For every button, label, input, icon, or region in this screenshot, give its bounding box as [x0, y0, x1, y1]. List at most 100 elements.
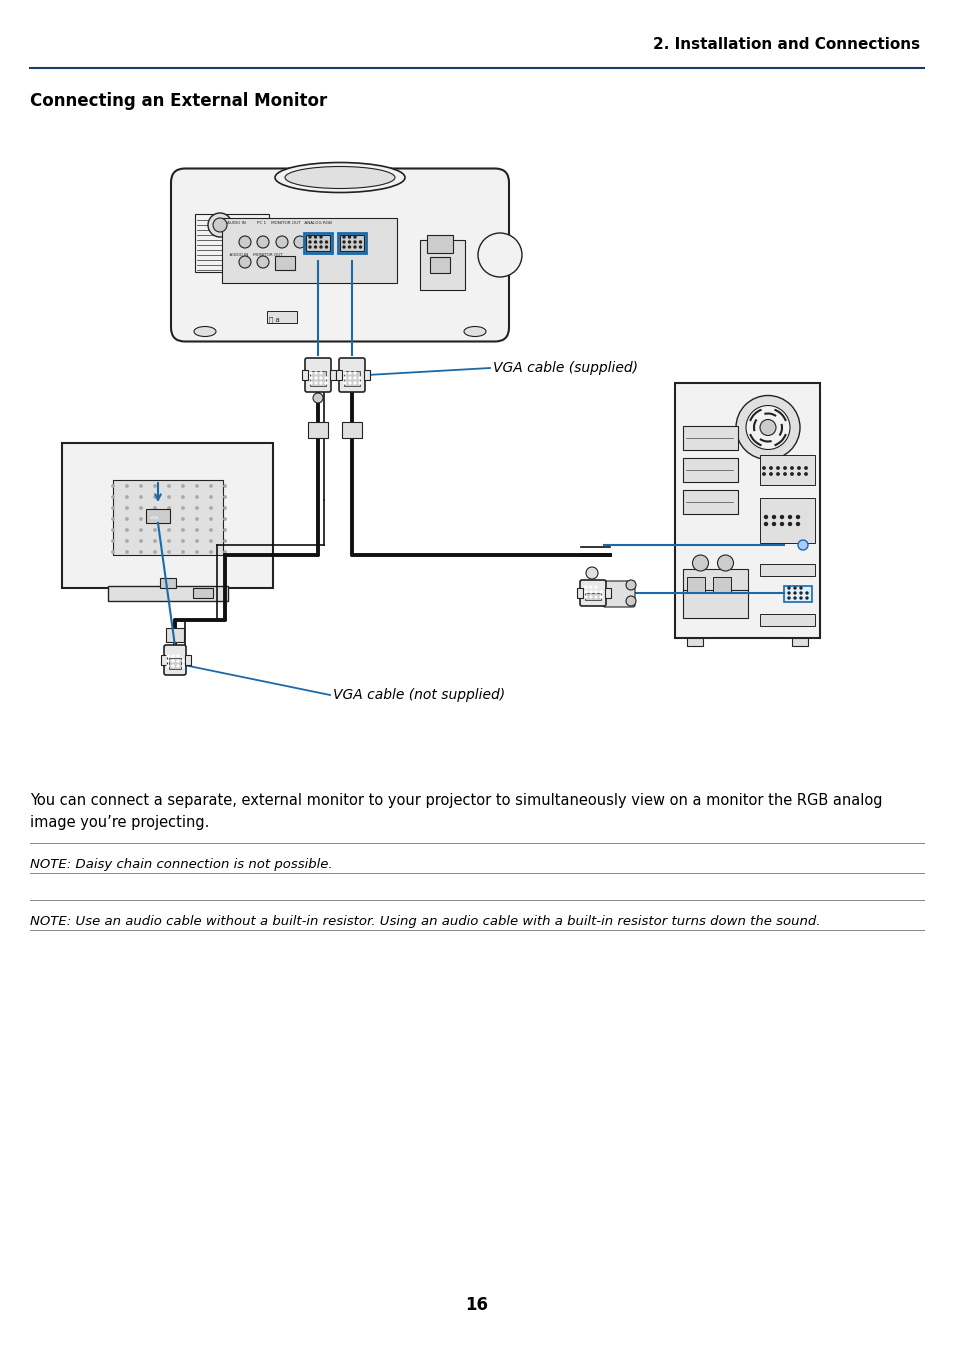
Circle shape: [319, 241, 322, 243]
Circle shape: [796, 523, 799, 526]
Bar: [760, 497, 814, 542]
Bar: [675, 383, 820, 638]
Text: 口 a: 口 a: [269, 317, 279, 324]
Circle shape: [584, 590, 586, 593]
Circle shape: [310, 377, 312, 379]
Circle shape: [168, 485, 170, 487]
Circle shape: [210, 551, 212, 553]
Bar: [577, 588, 582, 599]
Circle shape: [112, 507, 114, 510]
Circle shape: [343, 245, 345, 248]
Circle shape: [790, 466, 792, 469]
Bar: [302, 369, 308, 380]
Circle shape: [717, 555, 733, 572]
Circle shape: [168, 539, 170, 542]
Text: VGA: VGA: [150, 516, 159, 520]
Circle shape: [348, 245, 350, 248]
Circle shape: [787, 586, 789, 589]
Circle shape: [140, 518, 142, 520]
Circle shape: [224, 528, 226, 531]
Bar: [682, 569, 748, 597]
FancyBboxPatch shape: [579, 580, 605, 607]
Circle shape: [210, 496, 212, 499]
Bar: [760, 563, 814, 576]
Circle shape: [325, 381, 327, 384]
Circle shape: [349, 377, 351, 379]
Circle shape: [224, 496, 226, 499]
Ellipse shape: [285, 167, 395, 189]
Circle shape: [354, 236, 355, 239]
Bar: [682, 458, 738, 483]
Bar: [364, 369, 370, 380]
Circle shape: [112, 539, 114, 542]
Circle shape: [797, 541, 807, 550]
Circle shape: [584, 596, 586, 599]
Circle shape: [182, 496, 184, 499]
Circle shape: [797, 473, 800, 476]
Circle shape: [126, 551, 128, 553]
Circle shape: [780, 523, 782, 526]
Circle shape: [168, 496, 170, 499]
Circle shape: [763, 523, 767, 526]
Ellipse shape: [193, 326, 215, 337]
Circle shape: [182, 665, 184, 667]
Text: AUDIO IN    MONITOR OUT: AUDIO IN MONITOR OUT: [227, 253, 283, 257]
Circle shape: [213, 218, 227, 232]
Circle shape: [126, 507, 128, 510]
Bar: [760, 613, 814, 625]
Circle shape: [787, 597, 789, 599]
Circle shape: [319, 381, 322, 384]
Circle shape: [354, 245, 355, 248]
Circle shape: [762, 466, 764, 469]
Circle shape: [344, 381, 346, 384]
Bar: [687, 577, 705, 593]
Bar: [760, 456, 814, 485]
Circle shape: [762, 473, 764, 476]
Circle shape: [140, 507, 142, 510]
Circle shape: [797, 466, 800, 469]
Circle shape: [140, 496, 142, 499]
Circle shape: [112, 518, 114, 520]
Circle shape: [210, 485, 212, 487]
Circle shape: [309, 245, 311, 248]
Circle shape: [210, 539, 212, 542]
Circle shape: [595, 590, 597, 593]
Circle shape: [319, 377, 322, 379]
Circle shape: [168, 507, 170, 510]
Circle shape: [275, 236, 288, 248]
Bar: [169, 658, 181, 669]
Circle shape: [210, 507, 212, 510]
Circle shape: [319, 245, 322, 248]
Circle shape: [585, 568, 598, 580]
Circle shape: [153, 539, 156, 542]
Circle shape: [804, 466, 806, 469]
Bar: [419, 240, 464, 290]
Circle shape: [224, 485, 226, 487]
Bar: [161, 655, 167, 665]
Circle shape: [195, 496, 198, 499]
Circle shape: [595, 586, 597, 588]
Circle shape: [787, 592, 789, 594]
Text: NOTE: Daisy chain connection is not possible.: NOTE: Daisy chain connection is not poss…: [30, 857, 333, 871]
Circle shape: [314, 381, 316, 384]
Circle shape: [168, 551, 170, 553]
Circle shape: [195, 551, 198, 553]
Circle shape: [310, 381, 312, 384]
Circle shape: [177, 661, 179, 662]
Circle shape: [195, 507, 198, 510]
Circle shape: [126, 496, 128, 499]
Circle shape: [599, 596, 601, 599]
Bar: [108, 585, 228, 600]
Circle shape: [745, 406, 789, 449]
Bar: [687, 638, 702, 646]
Bar: [584, 593, 600, 600]
Circle shape: [772, 515, 775, 519]
Bar: [160, 577, 175, 588]
Bar: [792, 638, 807, 646]
Circle shape: [294, 236, 306, 248]
Circle shape: [359, 241, 361, 243]
Circle shape: [153, 528, 156, 531]
Circle shape: [153, 551, 156, 553]
Bar: [682, 589, 748, 617]
Bar: [682, 491, 738, 514]
